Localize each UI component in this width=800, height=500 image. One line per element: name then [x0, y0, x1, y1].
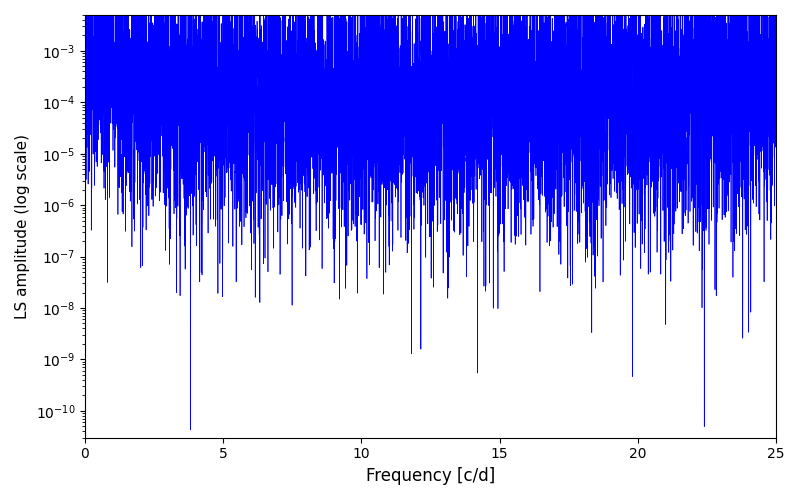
X-axis label: Frequency [c/d]: Frequency [c/d] — [366, 467, 495, 485]
Y-axis label: LS amplitude (log scale): LS amplitude (log scale) — [15, 134, 30, 319]
